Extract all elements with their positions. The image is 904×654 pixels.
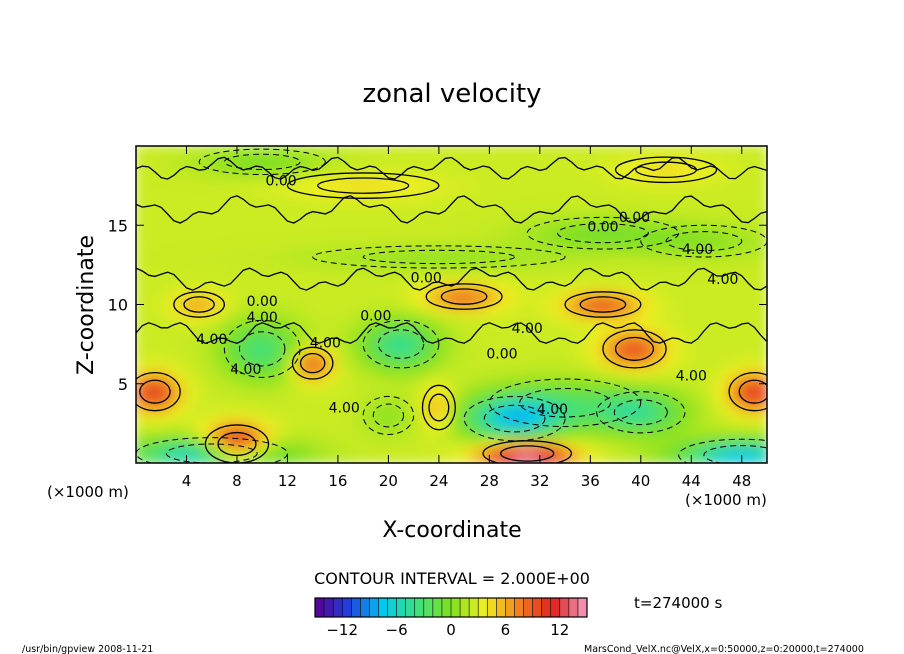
contour-label: 0.00: [486, 346, 517, 362]
x-unit-right: (×1000 m): [685, 491, 767, 509]
contour-label: 4.00: [676, 369, 707, 385]
colorbar-segment: [315, 598, 325, 617]
contour-label: 4.00: [310, 335, 341, 351]
colorbar-segment: [451, 598, 461, 617]
colorbar-segment: [378, 598, 389, 617]
colorbar-segment: [478, 598, 488, 617]
contour-label: 4.00: [196, 332, 227, 348]
colorbar-segment: [396, 598, 407, 617]
colorbar-frame: [314, 597, 588, 618]
footer-left: /usr/bin/gpview 2008-11-21: [22, 644, 153, 654]
x-tick-label: 20: [379, 472, 398, 490]
colorbar-tick-label: 12: [550, 621, 569, 639]
colorbar-segment: [541, 598, 552, 617]
colorbar-segment: [432, 598, 443, 617]
colorbar-tick-label: −12: [326, 621, 358, 639]
colorbar-segment: [387, 598, 398, 617]
colorbar-segment: [550, 598, 561, 617]
colorbar-segment: [441, 598, 452, 617]
x-axis-label: X-coordinate: [382, 518, 521, 543]
contour-label: 4.00: [512, 321, 543, 337]
contour-label: 0.00: [247, 294, 278, 310]
contour-label: 0.00: [619, 210, 650, 226]
colorbar-segment: [532, 598, 543, 617]
x-tick-label: 4: [182, 472, 192, 490]
chart-title: zonal velocity: [362, 79, 541, 109]
time-label: t=274000 s: [634, 594, 722, 612]
contour-label: 4.00: [329, 400, 360, 416]
colorbar-segment: [496, 598, 506, 617]
y-axis-label: Z-coordinate: [74, 235, 99, 375]
x-tick-label: 40: [631, 472, 650, 490]
contour-label: 0.00: [266, 174, 297, 190]
x-tick-label: 48: [732, 472, 751, 490]
contour-label: 0.00: [360, 308, 391, 324]
colorbar-segment: [505, 598, 515, 617]
colorbar-segment: [577, 598, 588, 617]
x-tick-label: 16: [328, 472, 347, 490]
colorbar-segment: [360, 598, 370, 617]
colorbar-tick-label: −6: [386, 621, 408, 639]
colorbar-segment: [342, 598, 352, 617]
colorbar-segment: [333, 598, 343, 617]
colorbar-segment: [369, 598, 379, 617]
colorbar: [314, 597, 588, 618]
plot-area: 0.000.000.000.004.004.004.004.004.004.00…: [136, 146, 767, 463]
contour-label: 4.00: [537, 402, 568, 418]
colorbar-tick-label: 6: [501, 621, 511, 639]
colorbar-segment: [568, 598, 579, 617]
x-tick-label: 32: [530, 472, 549, 490]
contour-label: 0.00: [587, 220, 618, 236]
colorbar-segment: [351, 598, 361, 617]
x-tick-label: 24: [429, 472, 448, 490]
colorbar-segment: [559, 598, 570, 617]
contour-label: 4.00: [682, 242, 713, 258]
contour-label: 4.00: [247, 310, 278, 326]
colorbar-segment: [460, 598, 470, 617]
footer-right: MarsCond_VelX.nc@VelX,x=0:50000,z=0:2000…: [584, 644, 864, 654]
y-tick-label: 10: [108, 296, 128, 315]
colorbar-segment: [423, 598, 434, 617]
colorbar-segment: [469, 598, 479, 617]
colorbar-segment: [405, 598, 416, 617]
colorbar-segment: [514, 598, 525, 617]
x-tick-label: 8: [232, 472, 242, 490]
colorbar-ticks: −12 −6 0 6 12: [326, 621, 569, 639]
x-tick-label: 12: [278, 472, 297, 490]
x-tick-label: 28: [480, 472, 499, 490]
y-tick-label: 15: [108, 216, 128, 235]
contour-label: 4.00: [230, 362, 261, 378]
colorbar-segment: [324, 598, 334, 617]
contour-lines: [136, 148, 767, 463]
colorbar-segment: [414, 598, 425, 617]
x-axis: 4 8 12 16 20 24 28 32 36 40 44 48: [182, 146, 751, 490]
y-axis: 5 10 15: [108, 216, 767, 394]
x-unit-left: (×1000 m): [47, 483, 129, 501]
y-tick-label: 5: [118, 375, 128, 394]
colorbar-tick-label: 0: [446, 621, 456, 639]
contour-label: 0.00: [411, 270, 442, 286]
contour-labels: 0.000.000.000.004.004.004.004.004.004.00…: [196, 174, 738, 418]
x-tick-label: 36: [581, 472, 600, 490]
x-tick-label: 44: [682, 472, 701, 490]
contour-interval: CONTOUR INTERVAL = 2.000E+00: [314, 569, 590, 588]
velocity-field: [136, 146, 767, 463]
colorbar-segment: [487, 598, 497, 617]
colorbar-segment: [523, 598, 534, 617]
contour-label: 4.00: [707, 272, 738, 288]
